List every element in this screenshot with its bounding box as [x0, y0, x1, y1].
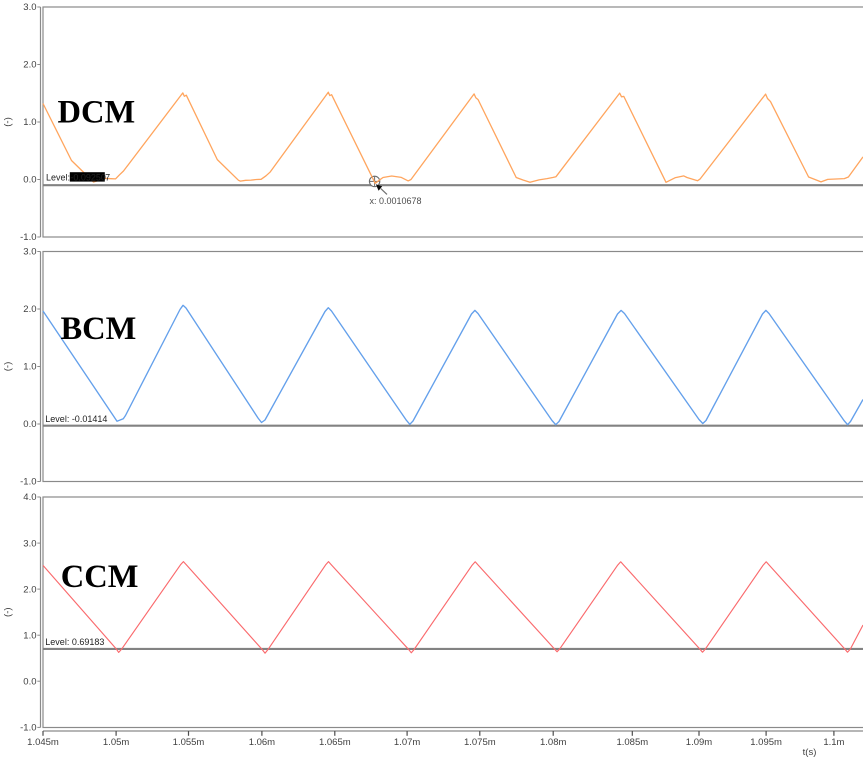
svg-text:-0.09250: -0.09250	[70, 172, 106, 182]
svg-text:3.0: 3.0	[23, 2, 36, 13]
svg-text:-1.0: -1.0	[20, 723, 36, 734]
svg-text:1.095m: 1.095m	[750, 737, 782, 748]
svg-text:1.0: 1.0	[23, 117, 36, 128]
svg-text:1.075m: 1.075m	[464, 737, 496, 748]
svg-text:x: 0.0010678: x: 0.0010678	[370, 196, 422, 206]
svg-text:t(s): t(s)	[803, 747, 817, 758]
svg-text:1.085m: 1.085m	[616, 737, 648, 748]
svg-text:2.0: 2.0	[23, 584, 36, 595]
svg-text:7: 7	[105, 172, 110, 182]
svg-text:Level: -0.01414: Level: -0.01414	[45, 414, 107, 424]
svg-text:1.045m: 1.045m	[27, 737, 59, 748]
svg-text:-1.0: -1.0	[20, 477, 36, 488]
svg-text:0.0: 0.0	[23, 419, 36, 430]
svg-text:1.055m: 1.055m	[173, 737, 205, 748]
svg-text:3.0: 3.0	[23, 247, 36, 258]
svg-text:1.1m: 1.1m	[823, 737, 844, 748]
svg-text:1.05m: 1.05m	[103, 737, 129, 748]
svg-text:-1.0: -1.0	[20, 232, 36, 243]
svg-text:1.07m: 1.07m	[394, 737, 420, 748]
svg-text:(-): (-)	[3, 362, 14, 372]
svg-text:1.0: 1.0	[23, 630, 36, 641]
svg-text:1.06m: 1.06m	[249, 737, 275, 748]
svg-text:0.0: 0.0	[23, 175, 36, 186]
svg-text:Level: 0.69183: Level: 0.69183	[45, 637, 104, 647]
svg-text:1.08m: 1.08m	[540, 737, 566, 748]
svg-text:1.0: 1.0	[23, 362, 36, 373]
svg-text:CCM: CCM	[61, 559, 139, 595]
svg-text:1.09m: 1.09m	[686, 737, 712, 748]
svg-text:0.0: 0.0	[23, 676, 36, 687]
svg-text:BCM: BCM	[61, 311, 137, 347]
svg-text:2.0: 2.0	[23, 304, 36, 315]
svg-text:Level:: Level:	[46, 172, 70, 182]
svg-text:DCM: DCM	[58, 95, 136, 131]
svg-text:4.0: 4.0	[23, 492, 36, 503]
svg-text:(-): (-)	[3, 607, 14, 617]
svg-text:(-): (-)	[3, 117, 14, 127]
svg-text:3.0: 3.0	[23, 538, 36, 549]
svg-text:2.0: 2.0	[23, 60, 36, 71]
svg-text:1.065m: 1.065m	[319, 737, 351, 748]
